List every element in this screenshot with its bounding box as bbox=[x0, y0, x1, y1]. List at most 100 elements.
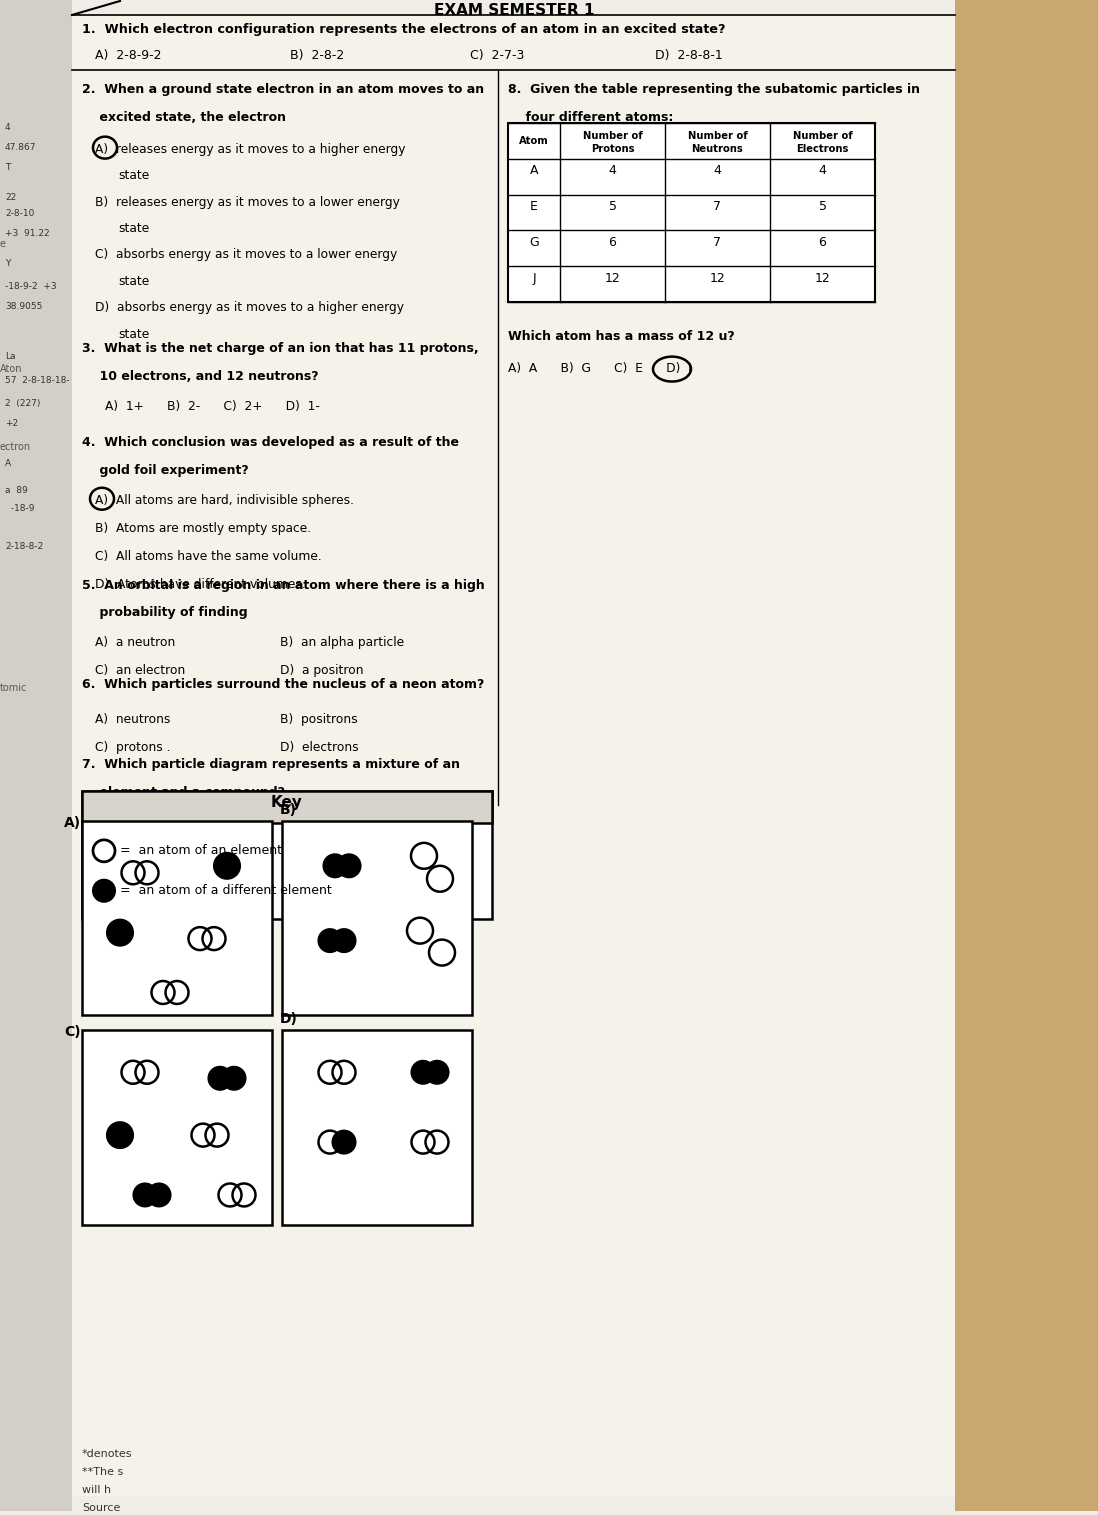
Circle shape bbox=[107, 1123, 133, 1148]
Text: B)  positrons: B) positrons bbox=[280, 714, 358, 726]
Text: element and a compound?: element and a compound? bbox=[82, 786, 285, 798]
Circle shape bbox=[426, 1060, 448, 1083]
Text: C): C) bbox=[64, 1026, 80, 1039]
Text: 4: 4 bbox=[819, 164, 827, 177]
Text: 1.  Which electron configuration represents the electrons of an atom in an excit: 1. Which electron configuration represen… bbox=[82, 23, 726, 36]
Text: excited state, the electron: excited state, the electron bbox=[82, 111, 285, 124]
Text: 10 electrons, and 12 neutrons?: 10 electrons, and 12 neutrons? bbox=[82, 370, 318, 383]
Text: 12: 12 bbox=[815, 271, 830, 285]
Text: Number of: Number of bbox=[793, 130, 852, 141]
Text: B)  releases energy as it moves to a lower energy: B) releases energy as it moves to a lowe… bbox=[96, 195, 400, 209]
Text: A: A bbox=[529, 164, 538, 177]
Text: B)  2-8-2: B) 2-8-2 bbox=[290, 48, 345, 62]
FancyBboxPatch shape bbox=[508, 123, 875, 301]
Text: D)  electrons: D) electrons bbox=[280, 741, 359, 754]
FancyBboxPatch shape bbox=[72, 15, 955, 1497]
Text: -18-9-2  +3: -18-9-2 +3 bbox=[5, 282, 57, 291]
Text: A)  All atoms are hard, indivisible spheres.: A) All atoms are hard, indivisible spher… bbox=[96, 494, 354, 506]
Text: Number of: Number of bbox=[687, 130, 748, 141]
Text: Electrons: Electrons bbox=[796, 144, 849, 153]
Text: 8.  Given the table representing the subatomic particles in: 8. Given the table representing the suba… bbox=[508, 83, 920, 95]
Text: 4: 4 bbox=[5, 123, 11, 132]
FancyBboxPatch shape bbox=[0, 0, 72, 1510]
Text: Atom: Atom bbox=[519, 136, 549, 145]
Text: A)  A      B)  G      C)  E      D)  J: A) A B) G C) E D) J bbox=[508, 362, 692, 376]
FancyBboxPatch shape bbox=[82, 821, 272, 1015]
Text: 38.9055: 38.9055 bbox=[5, 301, 43, 311]
Text: =  an atom of an element: = an atom of an element bbox=[120, 844, 282, 857]
Text: Aton: Aton bbox=[0, 364, 22, 374]
Text: 5: 5 bbox=[608, 200, 616, 214]
Circle shape bbox=[107, 920, 133, 945]
Text: *denotes: *denotes bbox=[82, 1450, 133, 1459]
Text: 6.  Which particles surround the nucleus of a neon atom?: 6. Which particles surround the nucleus … bbox=[82, 679, 484, 691]
Text: 5: 5 bbox=[818, 200, 827, 214]
Text: B)  Atoms are mostly empty space.: B) Atoms are mostly empty space. bbox=[96, 521, 311, 535]
Text: A): A) bbox=[64, 817, 81, 830]
FancyBboxPatch shape bbox=[282, 1030, 472, 1226]
Text: +2: +2 bbox=[5, 420, 19, 427]
Text: La: La bbox=[5, 351, 15, 361]
Text: 4.  Which conclusion was developed as a result of the: 4. Which conclusion was developed as a r… bbox=[82, 436, 459, 448]
Text: Number of: Number of bbox=[583, 130, 642, 141]
Text: B)  an alpha particle: B) an alpha particle bbox=[280, 636, 404, 650]
Text: 6: 6 bbox=[819, 236, 827, 248]
Text: **The s: **The s bbox=[82, 1467, 123, 1477]
Text: gold foil experiment?: gold foil experiment? bbox=[82, 464, 249, 477]
Circle shape bbox=[318, 929, 341, 951]
Text: C)  absorbs energy as it moves to a lower energy: C) absorbs energy as it moves to a lower… bbox=[96, 248, 397, 262]
Text: G: G bbox=[529, 236, 539, 248]
Text: A)  neutrons: A) neutrons bbox=[96, 714, 170, 726]
Circle shape bbox=[147, 1183, 170, 1206]
Text: e: e bbox=[0, 239, 5, 250]
Text: D): D) bbox=[280, 1012, 298, 1027]
FancyBboxPatch shape bbox=[82, 791, 492, 918]
FancyBboxPatch shape bbox=[82, 1030, 272, 1226]
Text: 7: 7 bbox=[714, 200, 721, 214]
Text: C)  protons .: C) protons . bbox=[96, 741, 170, 754]
Text: A)  1+      B)  2-      C)  2+      D)  1-: A) 1+ B) 2- C) 2+ D) 1- bbox=[105, 400, 320, 414]
Text: tomic: tomic bbox=[0, 683, 27, 694]
Text: A)  releases energy as it moves to a higher energy: A) releases energy as it moves to a high… bbox=[96, 142, 405, 156]
Text: four different atoms:: four different atoms: bbox=[508, 111, 673, 124]
Text: 7.  Which particle diagram represents a mixture of an: 7. Which particle diagram represents a m… bbox=[82, 758, 460, 771]
Text: C)  an electron: C) an electron bbox=[96, 664, 186, 677]
Text: 12: 12 bbox=[605, 271, 620, 285]
Text: D)  2-8-8-1: D) 2-8-8-1 bbox=[656, 48, 722, 62]
Text: C)  2-7-3: C) 2-7-3 bbox=[470, 48, 525, 62]
Text: 4: 4 bbox=[714, 164, 721, 177]
Text: A)  2-8-9-2: A) 2-8-9-2 bbox=[96, 48, 161, 62]
Text: -18-9: -18-9 bbox=[5, 503, 34, 512]
Text: 57  2-8-18-18-: 57 2-8-18-18- bbox=[5, 376, 69, 385]
Text: a  89: a 89 bbox=[5, 486, 27, 495]
Text: 47.867: 47.867 bbox=[5, 142, 36, 152]
Text: Key: Key bbox=[271, 795, 303, 811]
Circle shape bbox=[337, 854, 360, 877]
Text: will h: will h bbox=[82, 1485, 111, 1495]
Circle shape bbox=[324, 854, 347, 877]
FancyBboxPatch shape bbox=[955, 0, 1098, 1510]
Text: D)  Atoms have different volumes.: D) Atoms have different volumes. bbox=[96, 577, 305, 591]
Text: 2.  When a ground state electron in an atom moves to an: 2. When a ground state electron in an at… bbox=[82, 83, 484, 95]
Text: =  an atom of a different element: = an atom of a different element bbox=[120, 883, 332, 897]
Text: state: state bbox=[117, 221, 149, 235]
Text: A: A bbox=[5, 459, 11, 468]
Text: state: state bbox=[117, 170, 149, 182]
Text: 22: 22 bbox=[5, 192, 16, 201]
Circle shape bbox=[223, 1067, 246, 1089]
Text: +3  91.22: +3 91.22 bbox=[5, 229, 49, 238]
Circle shape bbox=[209, 1067, 232, 1089]
Text: 2-8-10: 2-8-10 bbox=[5, 209, 34, 218]
Circle shape bbox=[214, 853, 240, 879]
Circle shape bbox=[412, 1060, 435, 1083]
Text: D)  a positron: D) a positron bbox=[280, 664, 363, 677]
Text: state: state bbox=[117, 274, 149, 288]
Text: D)  absorbs energy as it moves to a higher energy: D) absorbs energy as it moves to a highe… bbox=[96, 301, 404, 314]
FancyBboxPatch shape bbox=[282, 821, 472, 1015]
Text: Which atom has a mass of 12 u?: Which atom has a mass of 12 u? bbox=[508, 330, 735, 344]
Text: probability of finding: probability of finding bbox=[82, 606, 248, 620]
Text: Source: Source bbox=[82, 1503, 121, 1513]
Text: B): B) bbox=[280, 803, 296, 817]
Text: E: E bbox=[530, 200, 538, 214]
Text: 3.  What is the net charge of an ion that has 11 protons,: 3. What is the net charge of an ion that… bbox=[82, 342, 479, 355]
